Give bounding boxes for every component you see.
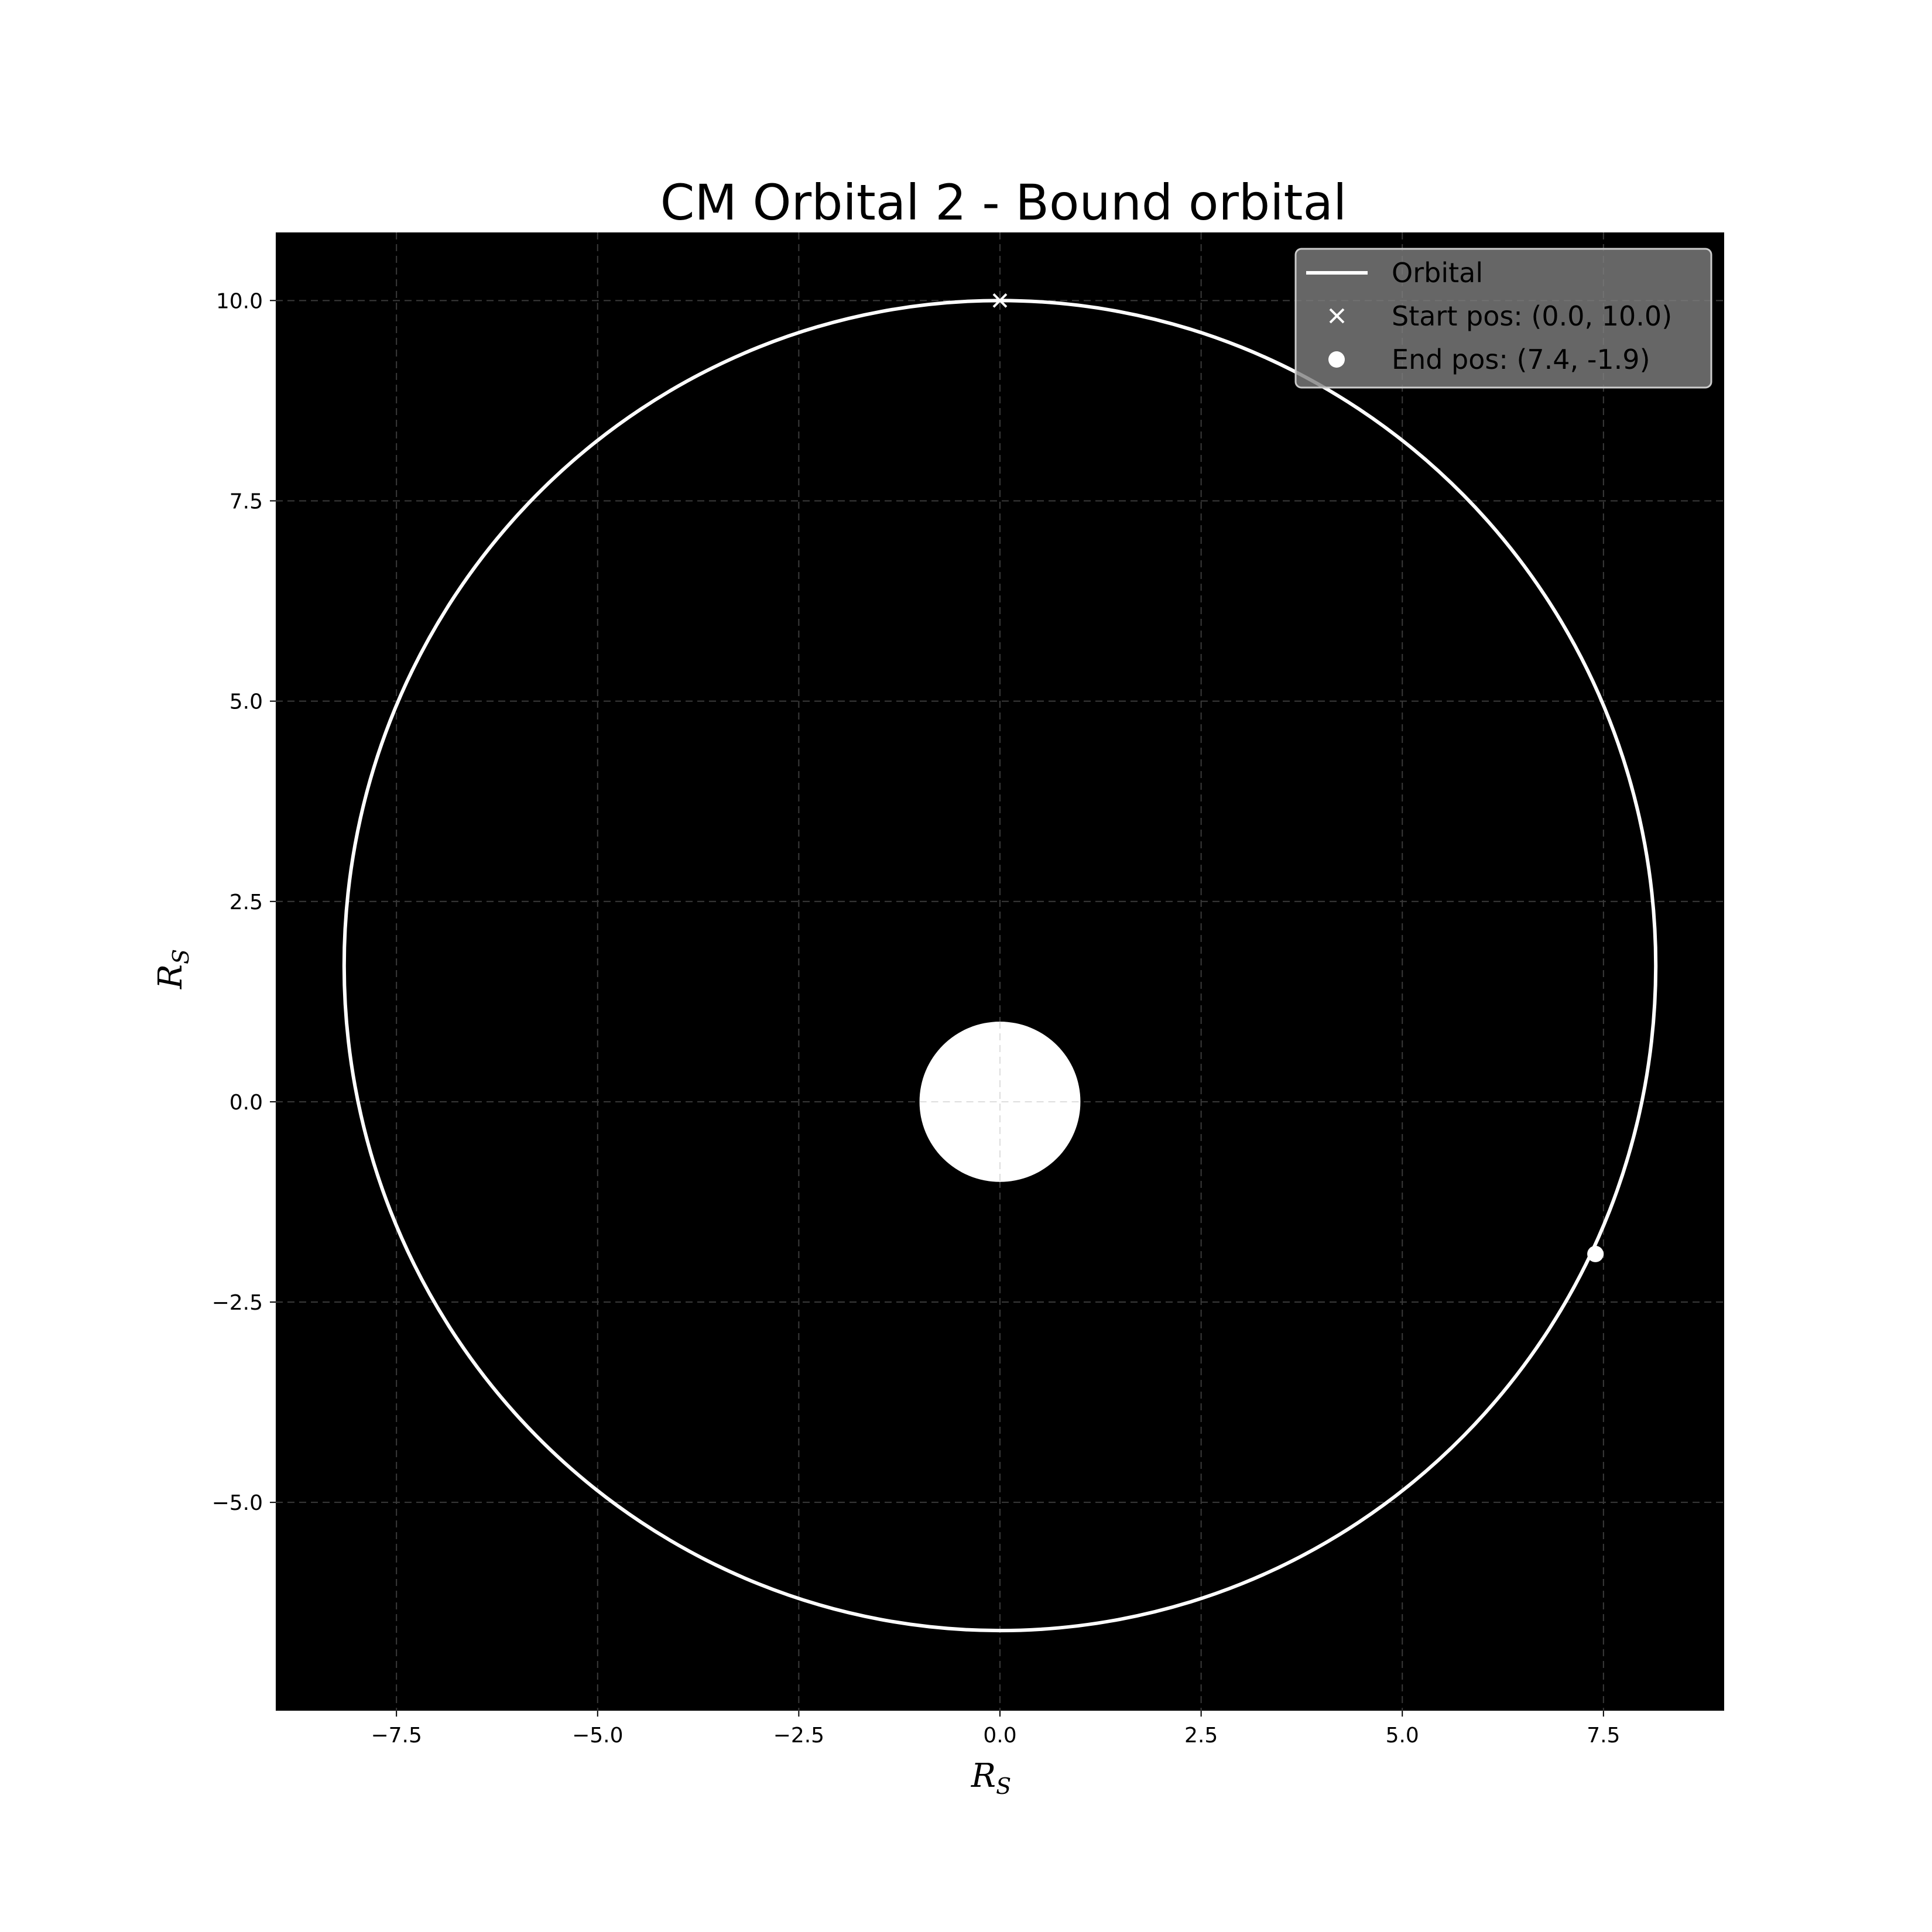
y-tick-label: 10.0 (216, 289, 263, 313)
start-marker-stroke (992, 293, 1008, 308)
grid (276, 232, 1724, 1711)
chart-title: CM Orbital 2 - Bound orbital (660, 174, 1347, 231)
y-tick-label: −5.0 (212, 1491, 263, 1515)
x-tick-label: 7.5 (1587, 1724, 1620, 1748)
x-axis-label: RS (971, 1757, 1011, 1799)
y-axis-label: RS (152, 949, 194, 989)
y-axis-label-main: R (152, 964, 190, 989)
y-tick-label: 2.5 (229, 890, 263, 914)
x-tick-label: −2.5 (773, 1724, 824, 1748)
ticks: −7.5 −5.0 −2.5 0.0 2.5 5.0 7.5 −5.0 −2.5 0.0 2.5 5.… (212, 289, 1621, 1748)
start-position-marker (992, 293, 1008, 308)
x-tick-label: 2.5 (1184, 1724, 1218, 1748)
y-tick-label: 0.0 (229, 1091, 263, 1115)
x-axis-label-sub: S (996, 1773, 1011, 1799)
legend-x-marker-swatch (1329, 308, 1345, 324)
x-tick-label: −5.0 (572, 1724, 623, 1748)
legend-label-end: End pos: (7.4, -1.9) (1392, 344, 1650, 375)
y-axis-label-sub: S (168, 949, 194, 964)
data-layer (342, 293, 1658, 1633)
legend-box (1294, 248, 1712, 389)
end-position-marker (1587, 1245, 1604, 1262)
central-body (919, 1022, 1081, 1182)
legend: Orbital Start pos: (0.0, 10.0) End pos: … (1294, 248, 1712, 389)
x-tick-label: 5.0 (1386, 1724, 1419, 1748)
y-tick-label: −2.5 (212, 1291, 263, 1315)
legend-dot-marker-swatch (1328, 351, 1345, 368)
x-tick-label: −7.5 (371, 1724, 422, 1748)
y-tick-label: 5.0 (229, 690, 263, 714)
legend-label-orbital: Orbital (1392, 257, 1483, 289)
y-tick-label: 7.5 (229, 489, 263, 513)
x-axis-label-main: R (971, 1757, 996, 1795)
legend-label-start: Start pos: (0.0, 10.0) (1392, 300, 1672, 332)
x-tick-label: 0.0 (983, 1724, 1016, 1748)
